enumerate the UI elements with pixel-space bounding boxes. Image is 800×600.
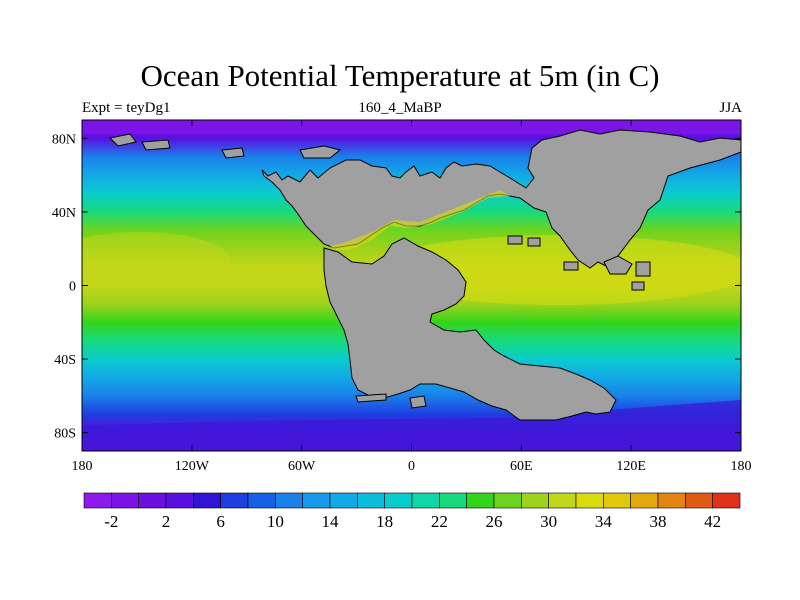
colorbar-swatch xyxy=(521,492,549,509)
y-tick-label: 80N xyxy=(52,132,76,147)
y-tick-label: 0 xyxy=(69,280,76,295)
colorbar-swatch xyxy=(657,492,686,509)
colorbar-label: 6 xyxy=(216,512,225,531)
arctic-island-1 xyxy=(108,133,137,147)
colorbar-swatch xyxy=(466,492,495,509)
arctic-island-2 xyxy=(141,139,171,151)
colorbar-swatch xyxy=(165,492,194,509)
south-continent xyxy=(323,237,617,421)
y-tick-label: 40S xyxy=(54,353,76,368)
land-masses xyxy=(108,129,741,421)
map-plot-area xyxy=(82,120,741,451)
season-label: JJA xyxy=(719,100,742,116)
colorbar-swatch xyxy=(275,492,303,509)
colorbar-swatch xyxy=(247,492,276,509)
colorbar-label: 42 xyxy=(704,512,721,531)
asia-island-1 xyxy=(603,255,633,275)
colorbar-swatch xyxy=(220,492,249,509)
colorbar: -2 2 6 10 14 18 22 26 30 34 38 42 xyxy=(83,492,741,531)
x-tick-label: 60E xyxy=(510,459,533,474)
colorbar-swatch xyxy=(685,492,713,509)
warm-pool-west xyxy=(82,232,230,288)
x-tick-label: 180 xyxy=(731,459,752,474)
colorbar-swatch xyxy=(630,492,659,509)
arctic-island-3 xyxy=(221,147,245,159)
colorbar-label: 34 xyxy=(595,512,613,531)
y-tick-label: 80S xyxy=(54,427,76,442)
x-tick-label: 120W xyxy=(175,459,210,474)
south-island-2 xyxy=(355,393,387,403)
north-polar-band xyxy=(82,120,741,134)
colorbar-swatch xyxy=(548,492,577,509)
colorbar-label: 2 xyxy=(162,512,171,531)
colorbar-label: 30 xyxy=(540,512,557,531)
x-tick-label: 180 xyxy=(72,459,93,474)
asia-island-3 xyxy=(631,281,645,291)
tethys-island-1 xyxy=(507,235,523,245)
colorbar-label: 10 xyxy=(267,512,284,531)
colorbar-swatch xyxy=(712,492,741,509)
colorbar-label: 26 xyxy=(486,512,503,531)
colorbar-label: 22 xyxy=(431,512,448,531)
colorbar-swatch xyxy=(357,492,385,509)
colorbar-swatch xyxy=(439,492,467,509)
colorbar-label: 14 xyxy=(322,512,340,531)
tethys-island-2 xyxy=(527,237,541,247)
colorbar-swatch xyxy=(111,492,139,509)
colorbar-swatch xyxy=(193,492,221,509)
tethys-island-3 xyxy=(563,261,579,271)
colorbar-swatch xyxy=(493,492,522,509)
colorbar-swatch xyxy=(575,492,604,509)
axis-ticks: 180 120W 60W 0 60E 120E 180 80N 40N 0 40S 80S xyxy=(52,120,752,474)
asia-island-2 xyxy=(635,261,651,277)
colorbar-label: 38 xyxy=(650,512,667,531)
map-title: Ocean Potential Temperature at 5m (in C) xyxy=(140,58,660,93)
period-label: 160_4_MaBP xyxy=(358,100,442,116)
y-tick-label: 40N xyxy=(52,206,76,221)
colorbar-swatch xyxy=(411,492,440,509)
colorbar-swatch xyxy=(603,492,631,509)
south-island xyxy=(409,395,427,409)
colorbar-swatch xyxy=(384,492,413,509)
colorbar-swatch xyxy=(83,492,112,509)
x-tick-label: 60W xyxy=(288,459,316,474)
x-tick-label: 0 xyxy=(408,459,415,474)
experiment-label: Expt = teyDg1 xyxy=(82,100,171,116)
colorbar-swatch xyxy=(302,492,331,509)
colorbar-swatch xyxy=(138,492,167,509)
tethys-warm-coast xyxy=(330,190,510,250)
colorbar-swatch xyxy=(329,492,358,509)
x-tick-label: 120E xyxy=(616,459,646,474)
arctic-island-4 xyxy=(299,145,342,159)
colorbar-label: -2 xyxy=(104,512,118,531)
colorbar-label: 18 xyxy=(376,512,393,531)
